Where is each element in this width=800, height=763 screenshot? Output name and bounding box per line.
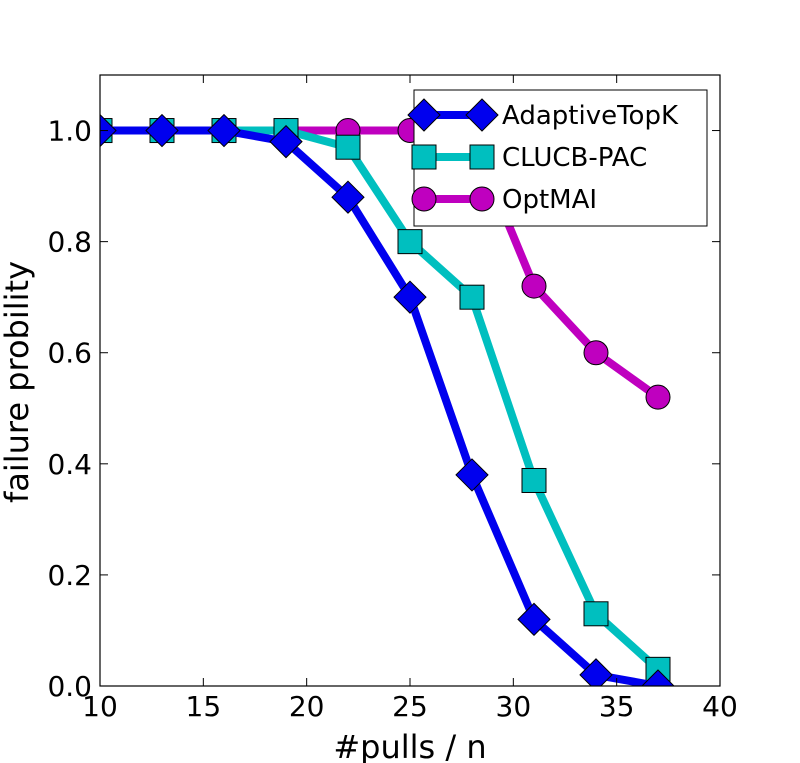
data-point-adaptivetopk bbox=[517, 602, 551, 637]
x-tick-label: 40 bbox=[702, 690, 738, 723]
legend-marker bbox=[411, 144, 437, 170]
legend-marker bbox=[465, 98, 499, 132]
legend-marker bbox=[411, 186, 437, 212]
data-point-adaptivetopk bbox=[579, 658, 613, 686]
legend-marker bbox=[407, 98, 441, 132]
x-tick-label: 20 bbox=[289, 690, 325, 723]
data-point-adaptivetopk bbox=[641, 669, 675, 686]
x-tick-label: 30 bbox=[496, 690, 532, 723]
data-point-clucb-pac bbox=[583, 601, 609, 627]
y-tick-label: 0.6 bbox=[47, 337, 92, 370]
legend-marker bbox=[469, 144, 495, 170]
series-line-adaptivetopk bbox=[100, 126, 659, 686]
data-point-optmai bbox=[645, 384, 671, 410]
data-point-adaptivetopk bbox=[331, 180, 365, 214]
y-axis-label: failure probility bbox=[0, 261, 36, 503]
x-tick-label: 10 bbox=[82, 690, 118, 723]
legend-marker bbox=[469, 186, 495, 212]
data-point-adaptivetopk bbox=[393, 280, 427, 314]
x-tick-label: 15 bbox=[186, 690, 222, 723]
data-point-adaptivetopk bbox=[207, 113, 241, 148]
data-point-clucb-pac bbox=[459, 284, 485, 310]
legend-label: AdaptiveTopK bbox=[502, 101, 679, 131]
data-point-optmai bbox=[521, 273, 547, 299]
x-axis-label: #pulls / n bbox=[333, 728, 486, 763]
legend-item-optmai: OptMAI bbox=[411, 185, 597, 215]
legend: AdaptiveTopK CLUCB-PAC OptMAI bbox=[407, 89, 708, 227]
ticks-layer: 10 15 20 25 30 35 40 0.0 0.2 0.4 0.6 0.8 1.0 bbox=[47, 75, 738, 723]
data-point-clucb-pac bbox=[521, 467, 547, 493]
data-point-optmai bbox=[583, 340, 609, 366]
y-tick-label: 0.8 bbox=[47, 226, 92, 259]
legend-label: OptMAI bbox=[502, 185, 597, 215]
data-point-clucb-pac bbox=[397, 229, 423, 255]
legend-label: CLUCB-PAC bbox=[502, 143, 647, 173]
data-point-adaptivetopk bbox=[455, 458, 489, 492]
y-tick-label: 0.0 bbox=[47, 670, 92, 703]
legend-item-clucb-pac: CLUCB-PAC bbox=[411, 143, 647, 173]
series-layer bbox=[100, 113, 675, 686]
y-tick-label: 1.0 bbox=[47, 115, 92, 148]
legend-item-adaptivetopk: AdaptiveTopK bbox=[407, 98, 679, 132]
series-adaptivetopk bbox=[100, 113, 675, 686]
y-tick-label: 0.4 bbox=[47, 448, 92, 481]
y-tick-label: 0.2 bbox=[47, 559, 92, 592]
x-tick-label: 35 bbox=[599, 690, 635, 723]
x-tick-label: 25 bbox=[392, 690, 428, 723]
data-point-adaptivetopk bbox=[145, 113, 179, 148]
data-point-clucb-pac bbox=[335, 134, 361, 160]
data-point-adaptivetopk bbox=[269, 124, 303, 159]
